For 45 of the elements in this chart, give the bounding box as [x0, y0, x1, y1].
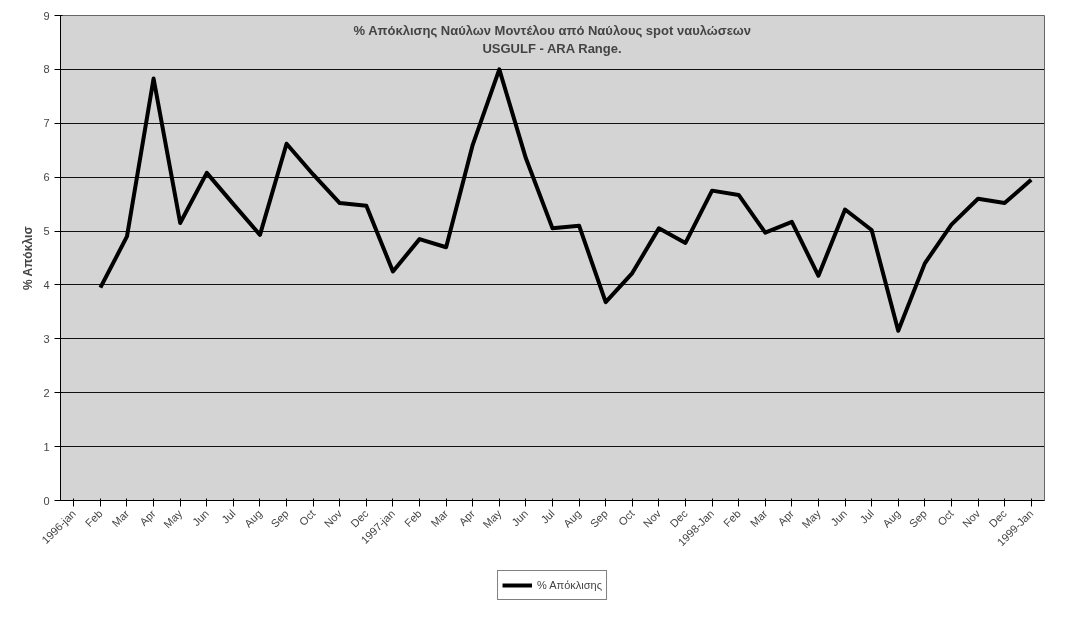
x-tick-label: Feb	[401, 507, 424, 530]
x-tick-label: Feb	[82, 507, 105, 530]
text: USGULF - ARA Range.	[482, 40, 622, 56]
line-series	[98, 67, 1034, 333]
legend-label: % Απόκλισης	[537, 579, 602, 591]
x-tick-label: Feb	[721, 507, 743, 530]
x-tick-label: Apr	[775, 507, 797, 528]
x-tick-label: May	[799, 506, 824, 531]
y-tick-label: 2	[43, 386, 50, 399]
x-tick-label: Nov	[640, 506, 664, 530]
x-tick-label: Mar	[428, 507, 451, 530]
x-tick-label: Jun	[189, 507, 212, 529]
y-tick-label: 0	[43, 494, 50, 507]
x-tick-label: Nov	[321, 506, 345, 530]
y-tick-label: 5	[43, 225, 50, 238]
x-tick-label: Oct	[615, 507, 637, 528]
x-tick-label: Jun	[828, 507, 850, 529]
x-tick-label: Jul	[219, 507, 238, 526]
y-tick-label: 6	[43, 171, 50, 184]
y-tick-label: 4	[43, 278, 50, 291]
y-tick-label: 3	[43, 332, 50, 345]
y-tick-label: 7	[43, 117, 50, 130]
x-tick-label: Apr	[456, 507, 478, 528]
x-tick-label: Nov	[959, 506, 983, 530]
x-tick-label: May	[480, 506, 504, 531]
x-tick-label: Mar	[109, 507, 132, 530]
x-tick-label: Jun	[509, 507, 531, 529]
x-tick-label: Jul	[538, 507, 557, 526]
x-tick-label: Aug	[880, 507, 903, 530]
x-tick-label: Sep	[906, 507, 930, 530]
x-tick-label: Mar	[747, 507, 770, 530]
x-tick-label: Apr	[137, 507, 159, 528]
x-tick-label: Jul	[857, 507, 876, 526]
x-tick-label: Aug	[241, 507, 265, 530]
text: % Απόκλισης Ναύλων Μοντέλου από Ναύλους spot ναυλώσεων	[353, 22, 752, 38]
y-tick-label: 9	[43, 9, 50, 22]
x-tick-label: Sep	[268, 507, 291, 530]
x-tick-label: May	[161, 506, 185, 531]
x-tick-label: Oct	[296, 507, 318, 528]
y-tick-label: 1	[43, 440, 50, 453]
y-tick-label: 8	[43, 63, 50, 76]
x-tick-label: Sep	[587, 507, 610, 530]
x-tick-label: Aug	[561, 507, 584, 530]
x-tick-label: Oct	[935, 507, 956, 528]
y-axis-title: % Απόκλισ	[21, 226, 36, 291]
